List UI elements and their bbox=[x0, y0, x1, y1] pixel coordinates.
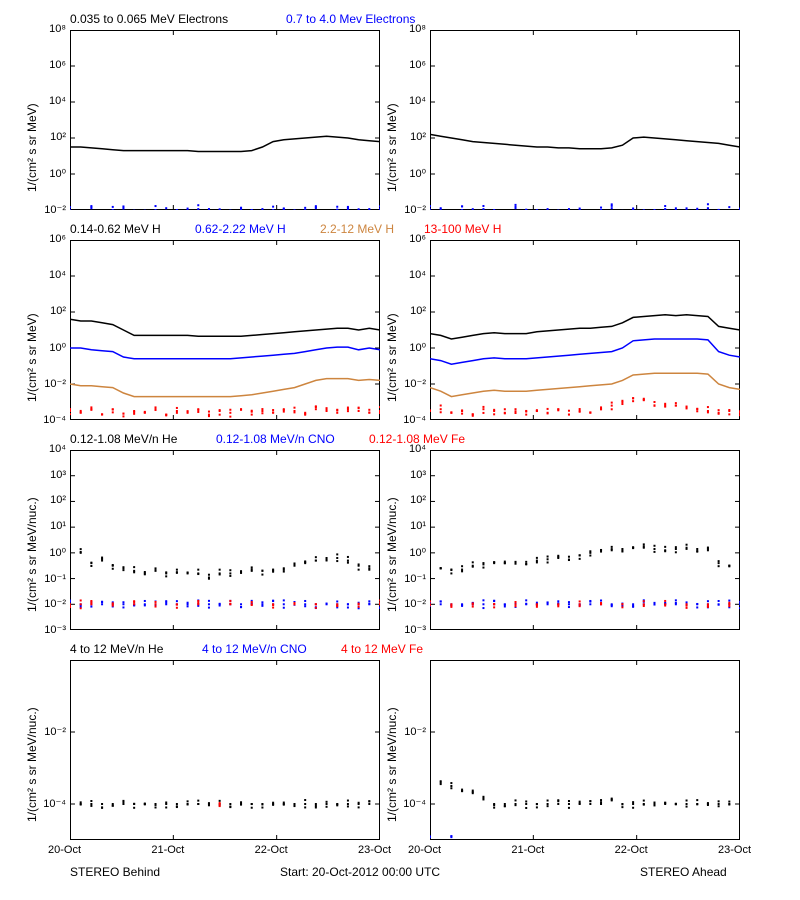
plot-svg bbox=[430, 240, 740, 420]
plot-svg bbox=[70, 450, 380, 630]
xtick: 22-Oct bbox=[615, 844, 648, 856]
ylabel: 1/(cm² s sr MeV/nuc.) bbox=[25, 497, 39, 612]
ytick: 10⁻⁴ bbox=[392, 413, 426, 426]
legend-item: 0.12-1.08 MeV/n He bbox=[70, 432, 177, 446]
xtick: 22-Oct bbox=[255, 844, 288, 856]
ytick: 10⁴ bbox=[392, 269, 426, 281]
ytick: 10⁴ bbox=[32, 269, 66, 281]
xtick: 20-Oct bbox=[48, 844, 81, 856]
bottom_left_label: STEREO Behind bbox=[70, 865, 160, 879]
ytick: 10⁻² bbox=[392, 203, 426, 216]
plot-svg bbox=[70, 30, 380, 210]
bottom_right_label: STEREO Ahead bbox=[640, 865, 727, 879]
xtick: 20-Oct bbox=[408, 844, 441, 856]
plot-svg bbox=[430, 660, 740, 840]
ytick: 10⁻³ bbox=[32, 623, 66, 636]
ytick: 10⁻³ bbox=[392, 623, 426, 636]
plot-svg bbox=[430, 450, 740, 630]
xtick: 21-Oct bbox=[511, 844, 544, 856]
ylabel: 1/(cm² s sr MeV) bbox=[385, 103, 399, 192]
plot-svg bbox=[70, 660, 380, 840]
legend-item: 4 to 12 MeV Fe bbox=[341, 642, 423, 656]
ytick: 10⁻² bbox=[32, 203, 66, 216]
plot-svg bbox=[430, 30, 740, 210]
legend-item: 0.12-1.08 MeV/n CNO bbox=[216, 432, 335, 446]
ytick: 10⁶ bbox=[32, 233, 66, 245]
plot-svg bbox=[70, 240, 380, 420]
legend-item: 0.12-1.08 MeV Fe bbox=[369, 432, 465, 446]
xtick: 23-Oct bbox=[358, 844, 391, 856]
ytick: 10⁶ bbox=[392, 59, 426, 71]
legend-item: 0.62-2.22 MeV H bbox=[195, 222, 286, 236]
legend-item: 0.14-0.62 MeV H bbox=[70, 222, 161, 236]
ylabel: 1/(cm² s sr MeV/nuc.) bbox=[25, 707, 39, 822]
legend-item: 13-100 MeV H bbox=[424, 222, 501, 236]
ytick: 10³ bbox=[392, 469, 426, 481]
bottom_center_label: Start: 20-Oct-2012 00:00 UTC bbox=[280, 865, 440, 879]
ytick: 10⁶ bbox=[32, 59, 66, 71]
legend-item: 4 to 12 MeV/n CNO bbox=[202, 642, 307, 656]
ylabel: 1/(cm² s sr MeV) bbox=[25, 103, 39, 192]
ytick: 10³ bbox=[32, 469, 66, 481]
ytick: 10⁸ bbox=[32, 23, 66, 35]
legend-item: 4 to 12 MeV/n He bbox=[70, 642, 163, 656]
ylabel: 1/(cm² s sr MeV/nuc.) bbox=[385, 497, 399, 612]
xtick: 23-Oct bbox=[718, 844, 751, 856]
ylabel: 1/(cm² s sr MeV) bbox=[25, 313, 39, 402]
ytick: 10⁴ bbox=[32, 443, 66, 455]
ytick: 10⁶ bbox=[392, 233, 426, 245]
ylabel: 1/(cm² s sr MeV/nuc.) bbox=[385, 707, 399, 822]
ylabel: 1/(cm² s sr MeV) bbox=[385, 313, 399, 402]
legend-item: 2.2-12 MeV H bbox=[320, 222, 394, 236]
legend-item: 0.035 to 0.065 MeV Electrons bbox=[70, 12, 228, 26]
legend-item: 0.7 to 4.0 Mev Electrons bbox=[286, 12, 415, 26]
xtick: 21-Oct bbox=[151, 844, 184, 856]
ytick: 10⁻⁴ bbox=[32, 413, 66, 426]
